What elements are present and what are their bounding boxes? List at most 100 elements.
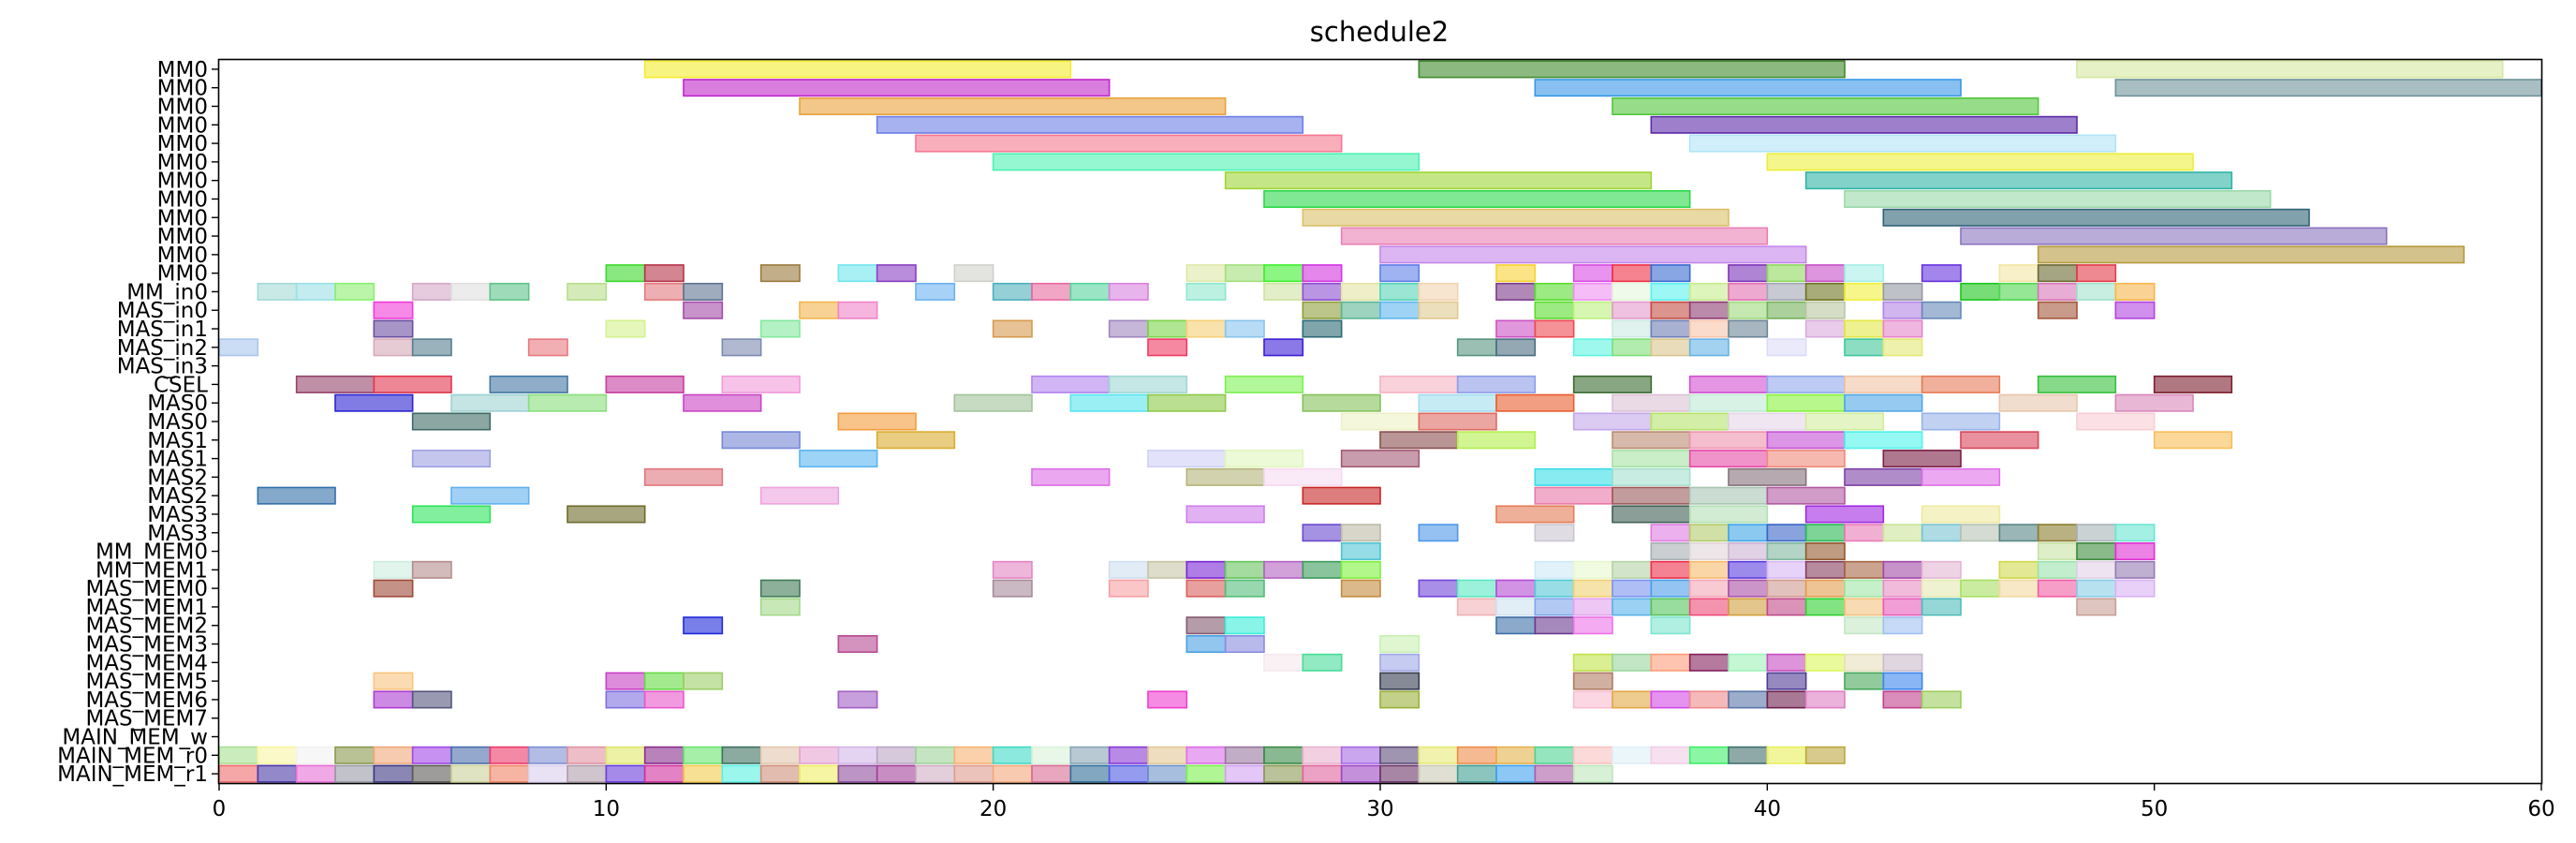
task-bar: [1612, 450, 1691, 468]
y-tick-label: MAS_in3: [117, 355, 208, 379]
task-bar: [643, 60, 1072, 79]
task-bar: [411, 560, 452, 579]
task-bar: [1921, 301, 1962, 319]
task-bar: [1418, 412, 1497, 431]
task-bar: [2076, 60, 2504, 79]
task-bar: [759, 319, 801, 338]
task-bar: [1534, 486, 1613, 505]
task-bar: [837, 264, 878, 283]
task-bar: [1882, 616, 1923, 635]
task-bar: [992, 560, 1033, 579]
task-bar: [2114, 579, 2156, 598]
task-bar: [2076, 282, 2117, 301]
task-bar: [1379, 431, 1459, 450]
task-bar: [915, 282, 956, 301]
task-bar: [1612, 598, 1653, 616]
task-bar: [1998, 264, 2039, 283]
task-bar: [218, 338, 259, 357]
task-bar: [759, 264, 801, 283]
task-bar: [1688, 134, 2117, 153]
task-bar: [411, 764, 452, 783]
task-bar: [1185, 467, 1265, 486]
task-bar: [683, 746, 724, 764]
task-bar: [1263, 764, 1304, 783]
task-bar: [1612, 505, 1691, 524]
task-bar: [2037, 524, 2078, 542]
task-bar: [1108, 746, 1149, 764]
task-bar: [1534, 598, 1575, 616]
y-tick-label: MAIN_MEM_r0: [57, 744, 208, 768]
y-tick-label: MAS3: [147, 503, 208, 527]
task-bar: [1882, 579, 1923, 598]
task-bar: [1804, 505, 1885, 524]
task-bar: [1224, 764, 1265, 783]
task-bar: [1728, 653, 1769, 672]
y-tick-label: MM0: [157, 95, 208, 119]
task-bar: [1302, 486, 1381, 505]
task-bar: [1650, 579, 1691, 598]
task-bar: [527, 393, 608, 412]
task-bar: [450, 486, 530, 505]
task-bar: [218, 746, 259, 764]
task-bar: [1650, 282, 1691, 301]
task-bar: [605, 746, 646, 764]
task-bar: [1612, 560, 1653, 579]
task-bar: [1031, 375, 1111, 393]
task-bar: [1379, 245, 1807, 264]
task-bar: [643, 282, 684, 301]
task-bar: [1495, 746, 1537, 764]
task-bar: [411, 450, 492, 468]
task-bar: [1495, 764, 1537, 783]
task-bar: [1534, 746, 1575, 764]
task-bar: [1612, 264, 1653, 283]
task-bar: [1921, 505, 2001, 524]
task-bar: [1688, 746, 1730, 764]
task-bar: [2076, 560, 2117, 579]
task-bar: [1379, 264, 1420, 283]
task-bar: [1612, 393, 1691, 412]
task-bar: [1612, 282, 1653, 301]
task-bar: [1650, 319, 1691, 338]
task-bar: [1960, 282, 2001, 301]
task-bar: [373, 746, 414, 764]
task-bar: [1031, 467, 1111, 486]
task-bar: [1031, 746, 1072, 764]
task-bar: [1263, 264, 1304, 283]
task-bar: [1844, 616, 1885, 635]
task-bar: [1534, 764, 1575, 783]
task-bar: [1572, 690, 1613, 709]
task-bar: [1804, 560, 1846, 579]
task-bar: [643, 467, 724, 486]
task-bar: [1804, 301, 1846, 319]
task-bar: [1147, 338, 1188, 357]
task-bar: [1534, 524, 1575, 542]
y-tick-label: MAS_MEM1: [85, 596, 208, 620]
task-bar: [295, 746, 336, 764]
task-bar: [1960, 524, 2001, 542]
task-bar: [1612, 746, 1653, 764]
task-bar: [1804, 524, 1846, 542]
task-bar: [1688, 542, 1730, 561]
task-bar: [1069, 282, 1111, 301]
task-bar: [759, 486, 840, 505]
task-bar: [1418, 282, 1459, 301]
task-bar: [1688, 690, 1730, 709]
task-bar: [1185, 264, 1227, 283]
task-bar: [1572, 264, 1613, 283]
task-bar: [1224, 450, 1304, 468]
task-bar: [1728, 264, 1769, 283]
task-bar: [1650, 690, 1691, 709]
y-tick-label: MAS_in0: [117, 299, 208, 323]
task-bar: [1882, 672, 1923, 690]
task-bar: [2076, 542, 2117, 561]
task-bar: [1766, 653, 1807, 672]
task-bar: [1340, 227, 1769, 245]
y-axis-labels: MM0MM0MM0MM0MM0MM0MM0MM0MM0MM0MM0MM0MM_i…: [57, 58, 208, 787]
task-bar: [1302, 282, 1343, 301]
task-bar: [1612, 486, 1691, 505]
task-bar: [1688, 338, 1730, 357]
task-bar: [1224, 635, 1265, 654]
task-bar: [1688, 375, 1769, 393]
task-bar: [411, 282, 452, 301]
